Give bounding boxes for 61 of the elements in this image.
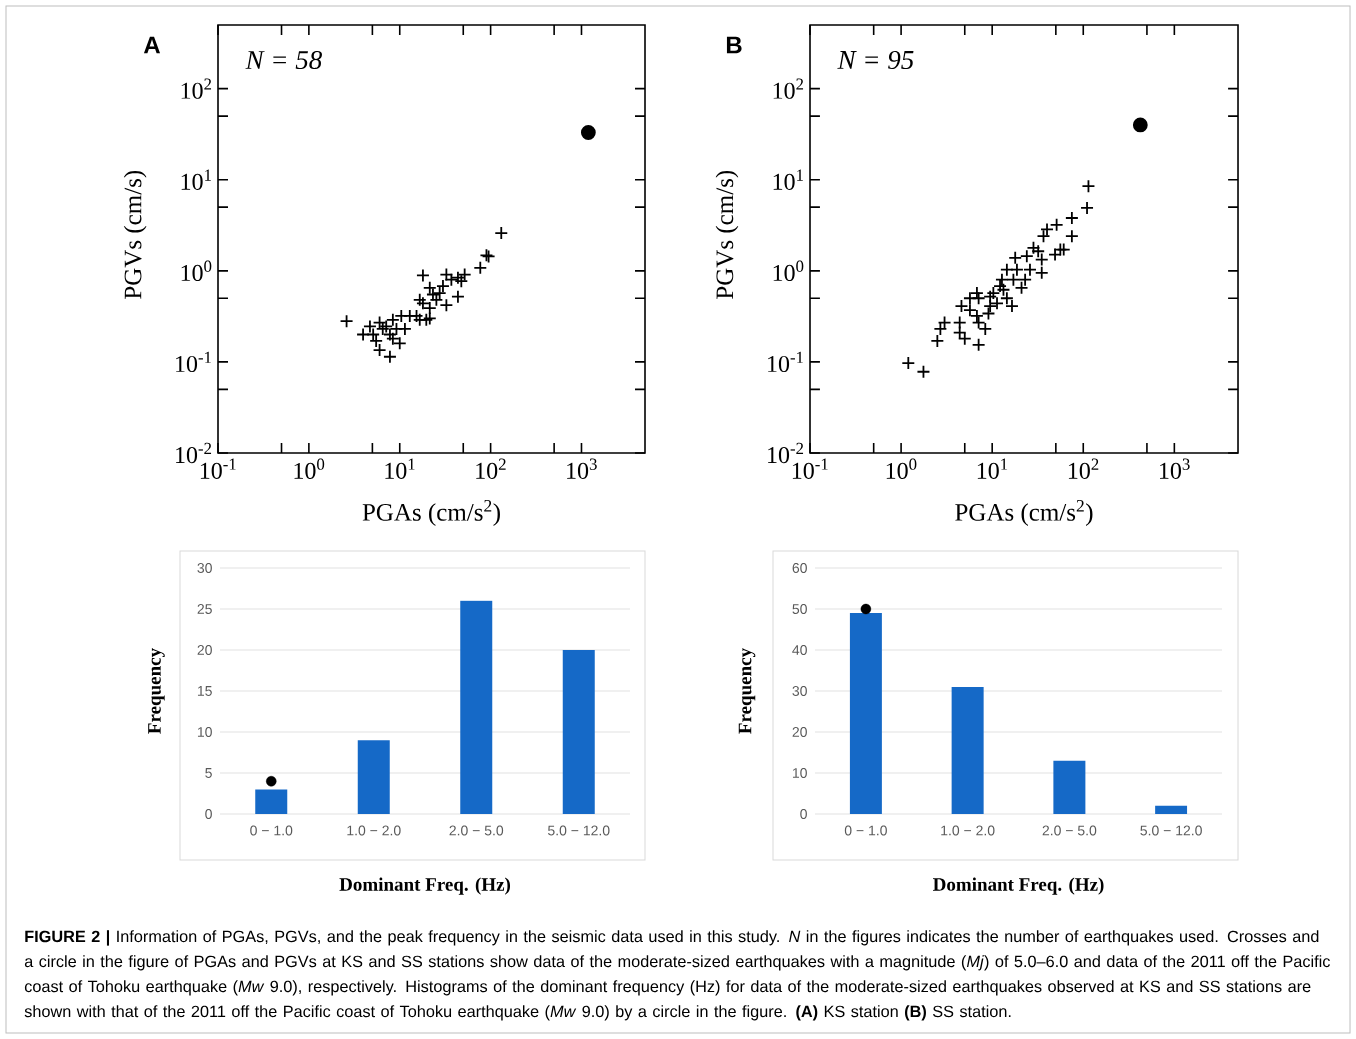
bar (357, 740, 390, 814)
x-tick-label: 10$^{3}$ (1160, 458, 1190, 479)
y-tick-label: 20 (197, 645, 212, 655)
x-tick-label: 10$^{0}$ (886, 458, 917, 479)
y-tick-label: 10$^{1}$ (181, 169, 211, 190)
y-tick-label: 10$^{-2}$ (176, 442, 212, 464)
y-tick-label: 0 (800, 809, 807, 819)
text: A (143, 36, 161, 54)
x-tick-label: 2.0 − 5.0 (449, 825, 504, 836)
x-tick-label: 10$^{0}$ (294, 458, 325, 479)
y-axis-title: PGVs (cm/s) (715, 170, 739, 299)
text: B (726, 36, 742, 54)
bar (1053, 760, 1086, 814)
bar (255, 789, 288, 814)
x-axis-title: PGAs (cm/s$^{2}$) (362, 499, 500, 526)
y-tick-label: 30 (197, 563, 212, 573)
x-tick-label: 10$^{1}$ (977, 458, 1008, 479)
x-tick-label: 10$^{3}$ (567, 458, 597, 479)
x-tick-label: 1.0 − 2.0 (347, 825, 401, 836)
annotation: N = 58 (245, 50, 322, 70)
y-tick-label: 10$^{0}$ (773, 260, 804, 282)
bar (1155, 805, 1188, 814)
x-axis-title: Dominant Freq. (Hz) (339, 877, 511, 895)
x-tick-label: 5.0 − 12.0 (1140, 825, 1202, 836)
text: FIGURE 2 | Information of PGAs, PGVs, and the peak frequency in the seismic data used in this study. N in the figures indicates the number of earthquakes used. Crosses and a circle in the figure of PGAs and PGVs at KS and SS stations show data of the moderate-sized earthquakes with a magnitude (Mj) of 5.0–6.0 and data of the 2011 off the Pacific coast of Tohoku earthquake (Mw 9.0), respectively. Histograms of the dominant frequency (Hz) for data of the moderate-sized earthquakes observed at KS and SS stations are shown with that of the 2011 off the Pacific coast of Tohoku earthquake (Mw 9.0) by a circle in the figure. (A) KS station (B) SS station. (24, 930, 1330, 1021)
bar (562, 650, 595, 814)
bar (460, 600, 493, 814)
x-tick-label: 0 − 1.0 (250, 825, 293, 836)
y-tick-label: 10$^{-2}$ (768, 442, 804, 464)
y-tick-label: 10$^{0}$ (181, 260, 212, 282)
y-tick-label: 10$^{1}$ (773, 169, 803, 190)
y-tick-label: 10 (197, 727, 212, 737)
y-tick-label: 60 (792, 563, 807, 573)
y-tick-label: 15 (197, 686, 212, 696)
bar (849, 613, 882, 814)
y-tick-label: 40 (792, 645, 807, 655)
x-tick-label: 10$^{2}$ (476, 458, 506, 479)
y-tick-label: 10$^{2}$ (181, 78, 212, 99)
y-tick-label: 50 (792, 604, 807, 614)
x-tick-label: 0 − 1.0 (844, 825, 887, 836)
y-axis-title: Frequency (738, 648, 756, 734)
x-tick-label: 2.0 − 5.0 (1042, 825, 1097, 836)
x-tick-label: 5.0 − 12.0 (547, 825, 610, 836)
y-tick-label: 30 (792, 686, 807, 696)
y-tick-label: 0 (205, 809, 212, 819)
y-tick-label: 5 (205, 768, 212, 778)
y-tick-label: 10$^{-1}$ (176, 351, 211, 373)
bar (951, 686, 984, 814)
y-axis-title: PGVs (cm/s) (123, 170, 147, 299)
x-axis-title: PGAs (cm/s$^{2}$) (955, 499, 1093, 526)
y-tick-label: 10$^{-1}$ (768, 351, 803, 373)
x-tick-label: 10$^{2}$ (1068, 458, 1099, 479)
annotation: N = 95 (837, 50, 914, 70)
x-tick-label: 10$^{1}$ (385, 458, 415, 479)
y-tick-label: 10$^{2}$ (773, 78, 804, 99)
y-tick-label: 25 (197, 604, 212, 614)
x-tick-label: 1.0 − 2.0 (941, 825, 995, 836)
y-tick-label: 10 (792, 768, 807, 778)
y-axis-title: Frequency (148, 648, 165, 734)
y-tick-label: 20 (792, 727, 807, 737)
x-axis-title: Dominant Freq. (Hz) (933, 877, 1104, 895)
